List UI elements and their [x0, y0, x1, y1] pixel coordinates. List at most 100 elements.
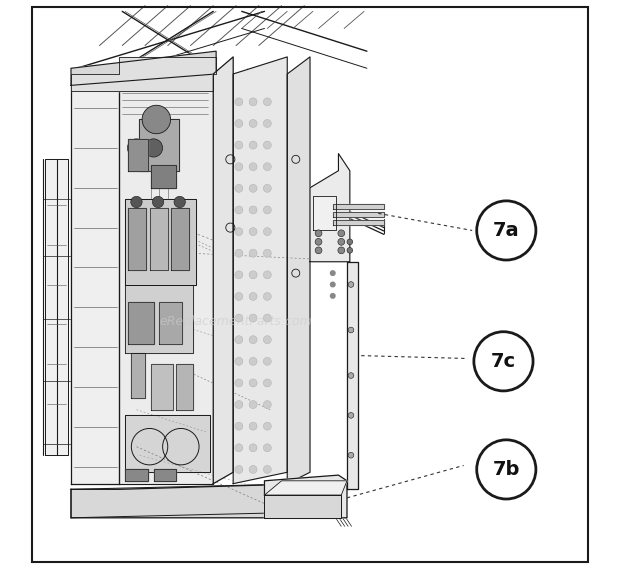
Circle shape — [474, 332, 533, 391]
Polygon shape — [154, 469, 176, 481]
Circle shape — [235, 379, 243, 387]
Circle shape — [249, 314, 257, 322]
Circle shape — [348, 413, 354, 418]
Circle shape — [249, 119, 257, 127]
Circle shape — [235, 141, 243, 149]
Circle shape — [131, 196, 142, 208]
Circle shape — [338, 247, 345, 254]
Polygon shape — [287, 57, 310, 484]
Polygon shape — [128, 139, 148, 171]
Polygon shape — [265, 495, 341, 518]
Polygon shape — [265, 481, 347, 495]
Circle shape — [330, 282, 335, 287]
Circle shape — [338, 238, 345, 245]
Circle shape — [249, 228, 257, 236]
Circle shape — [330, 294, 335, 298]
Circle shape — [235, 163, 243, 171]
Polygon shape — [151, 364, 174, 410]
Circle shape — [142, 105, 171, 134]
Polygon shape — [120, 80, 213, 484]
Circle shape — [174, 196, 185, 208]
Polygon shape — [120, 80, 213, 484]
Circle shape — [264, 98, 272, 106]
Polygon shape — [71, 57, 216, 91]
Circle shape — [235, 401, 243, 409]
Circle shape — [249, 444, 257, 452]
Circle shape — [235, 357, 243, 365]
Circle shape — [235, 336, 243, 344]
Circle shape — [249, 98, 257, 106]
Circle shape — [235, 292, 243, 300]
Polygon shape — [171, 208, 189, 270]
Circle shape — [235, 228, 243, 236]
Polygon shape — [333, 220, 384, 225]
Circle shape — [315, 247, 322, 254]
Polygon shape — [347, 262, 358, 489]
Text: 7b: 7b — [493, 460, 520, 479]
Circle shape — [264, 163, 272, 171]
Polygon shape — [265, 475, 347, 518]
Circle shape — [264, 444, 272, 452]
Circle shape — [249, 465, 257, 473]
Circle shape — [264, 271, 272, 279]
Circle shape — [235, 119, 243, 127]
Polygon shape — [128, 302, 154, 344]
Circle shape — [249, 336, 257, 344]
Circle shape — [264, 465, 272, 473]
Polygon shape — [71, 51, 216, 85]
Text: 7c: 7c — [491, 352, 516, 371]
Polygon shape — [151, 165, 176, 188]
Polygon shape — [71, 484, 310, 518]
Circle shape — [315, 230, 322, 237]
Circle shape — [264, 119, 272, 127]
Text: eReplacementParts.com: eReplacementParts.com — [160, 315, 312, 328]
Circle shape — [264, 379, 272, 387]
Circle shape — [249, 292, 257, 300]
Circle shape — [235, 184, 243, 192]
Circle shape — [235, 98, 243, 106]
Circle shape — [249, 271, 257, 279]
Circle shape — [477, 201, 536, 260]
Circle shape — [235, 314, 243, 322]
Circle shape — [249, 422, 257, 430]
Circle shape — [348, 282, 354, 287]
Circle shape — [348, 452, 354, 458]
Circle shape — [347, 239, 353, 245]
Circle shape — [264, 249, 272, 257]
Circle shape — [249, 379, 257, 387]
Circle shape — [235, 444, 243, 452]
Circle shape — [144, 139, 162, 157]
Polygon shape — [333, 212, 384, 217]
Polygon shape — [131, 353, 145, 398]
Circle shape — [264, 206, 272, 214]
Polygon shape — [128, 208, 146, 270]
Circle shape — [235, 465, 243, 473]
Circle shape — [264, 228, 272, 236]
Circle shape — [264, 336, 272, 344]
Text: 7a: 7a — [493, 221, 520, 240]
Circle shape — [264, 141, 272, 149]
Polygon shape — [233, 57, 287, 484]
Polygon shape — [213, 57, 233, 484]
Circle shape — [249, 249, 257, 257]
Circle shape — [338, 230, 345, 237]
Circle shape — [235, 271, 243, 279]
Circle shape — [264, 422, 272, 430]
Circle shape — [249, 357, 257, 365]
Circle shape — [264, 184, 272, 192]
Circle shape — [264, 292, 272, 300]
Circle shape — [249, 401, 257, 409]
Circle shape — [348, 327, 354, 333]
Circle shape — [347, 248, 353, 253]
Polygon shape — [333, 204, 384, 209]
Circle shape — [315, 238, 322, 245]
Circle shape — [477, 440, 536, 499]
Circle shape — [249, 206, 257, 214]
Circle shape — [348, 373, 354, 378]
Circle shape — [330, 271, 335, 275]
Polygon shape — [45, 159, 68, 455]
Circle shape — [249, 163, 257, 171]
Polygon shape — [71, 484, 310, 518]
Polygon shape — [310, 154, 350, 262]
Circle shape — [153, 196, 164, 208]
